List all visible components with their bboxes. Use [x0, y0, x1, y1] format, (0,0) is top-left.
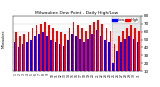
Bar [73, 22, 74, 79]
Bar [40, 24, 42, 79]
Bar [15, 32, 17, 79]
Bar [32, 28, 33, 79]
Bar [96, 30, 97, 79]
Bar [85, 31, 87, 79]
Bar [134, 28, 136, 79]
Bar [67, 39, 69, 79]
Bar [93, 22, 95, 79]
Bar [77, 25, 79, 79]
Bar [64, 34, 66, 79]
Bar [56, 31, 58, 79]
Bar [83, 42, 85, 79]
Bar [50, 39, 52, 79]
Bar [75, 36, 77, 79]
Bar [126, 28, 128, 79]
Bar [130, 25, 132, 79]
Bar [110, 31, 111, 79]
Bar [19, 36, 21, 79]
Bar [46, 36, 48, 79]
Bar [97, 20, 99, 79]
Bar [26, 42, 28, 79]
Bar [71, 34, 73, 79]
Bar [108, 42, 110, 79]
Bar [52, 28, 54, 79]
Bar [87, 39, 89, 79]
Bar [44, 22, 46, 79]
Bar [112, 63, 114, 79]
Bar [63, 46, 64, 79]
Text: Milwaukee: Milwaukee [2, 30, 6, 48]
Bar [79, 39, 81, 79]
Bar [100, 36, 101, 79]
Bar [118, 36, 120, 79]
Bar [34, 36, 36, 79]
Bar [59, 44, 60, 79]
Bar [55, 42, 56, 79]
Bar [36, 25, 37, 79]
Bar [69, 28, 70, 79]
Bar [38, 34, 40, 79]
Bar [81, 28, 83, 79]
Bar [42, 32, 44, 79]
Bar [18, 47, 19, 79]
Title: Milwaukee Dew Point - Daily High/Low: Milwaukee Dew Point - Daily High/Low [35, 11, 118, 15]
Bar [89, 25, 91, 79]
Bar [120, 42, 122, 79]
Bar [60, 32, 62, 79]
Bar [105, 28, 107, 79]
Bar [116, 51, 118, 79]
Bar [28, 32, 29, 79]
Bar [48, 25, 50, 79]
Bar [124, 39, 126, 79]
Bar [128, 36, 130, 79]
Bar [137, 42, 138, 79]
Bar [132, 39, 134, 79]
Bar [14, 42, 15, 79]
Bar [138, 31, 140, 79]
Bar [104, 39, 105, 79]
Bar [122, 31, 124, 79]
Bar [30, 39, 32, 79]
Bar [112, 16, 141, 71]
Bar [101, 24, 103, 79]
Bar [114, 44, 116, 79]
Bar [92, 34, 93, 79]
Bar [24, 34, 25, 79]
Legend: Low, High: Low, High [112, 17, 139, 23]
Bar [22, 44, 24, 79]
